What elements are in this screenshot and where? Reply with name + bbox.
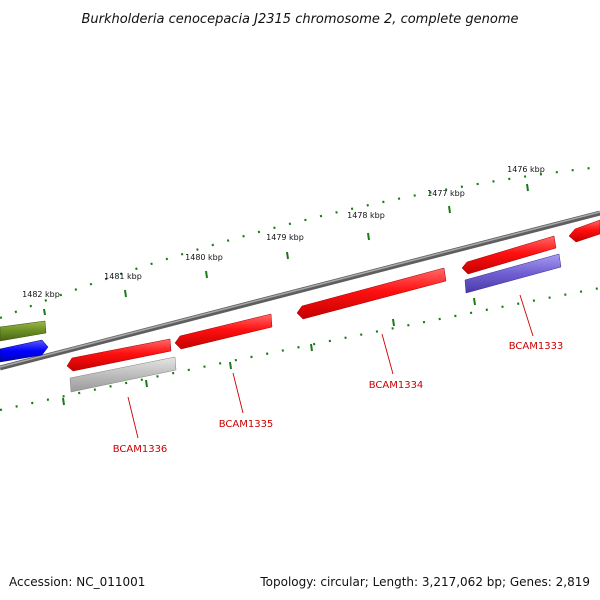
gene-blue-partial — [0, 339, 49, 363]
gene-bcam1333-forward — [461, 235, 557, 275]
tick-label: 1479 kbp — [266, 233, 304, 242]
chromosome-backbone-highlight — [0, 211, 600, 368]
map-title: Burkholderia cenocepacia J2315 chromosom… — [81, 12, 518, 27]
gene-bcam1336 — [66, 338, 172, 372]
gene-bcam1335 — [174, 313, 273, 350]
gene-purple — [464, 253, 562, 294]
gene-label: BCAM1336 — [113, 444, 168, 455]
tick-label: 1476 kbp — [507, 165, 545, 174]
accession-text: Accession: NC_011001 — [9, 575, 145, 589]
gene-label: BCAM1333 — [509, 341, 564, 352]
gene-label: BCAM1335 — [219, 419, 274, 430]
leader-lines — [127, 294, 534, 439]
outer-tick-ring — [0, 165, 600, 320]
outer-major-ticks — [43, 183, 529, 316]
tick-label: 1481 kbp — [104, 272, 142, 281]
tick-label: 1478 kbp — [347, 211, 385, 220]
gene-right-partial — [568, 219, 600, 243]
gene-gray — [69, 356, 177, 393]
tick-label: 1477 kbp — [427, 189, 465, 198]
inner-major-ticks — [62, 297, 476, 406]
tick-label: 1480 kbp — [185, 253, 223, 262]
genome-summary-text: Topology: circular; Length: 3,217,062 bp… — [259, 575, 590, 589]
tick-label: 1482 kbp — [22, 290, 60, 299]
gene-olive-partial — [0, 320, 47, 342]
gene-label: BCAM1334 — [369, 380, 424, 391]
gene-bcam1334 — [296, 267, 447, 320]
